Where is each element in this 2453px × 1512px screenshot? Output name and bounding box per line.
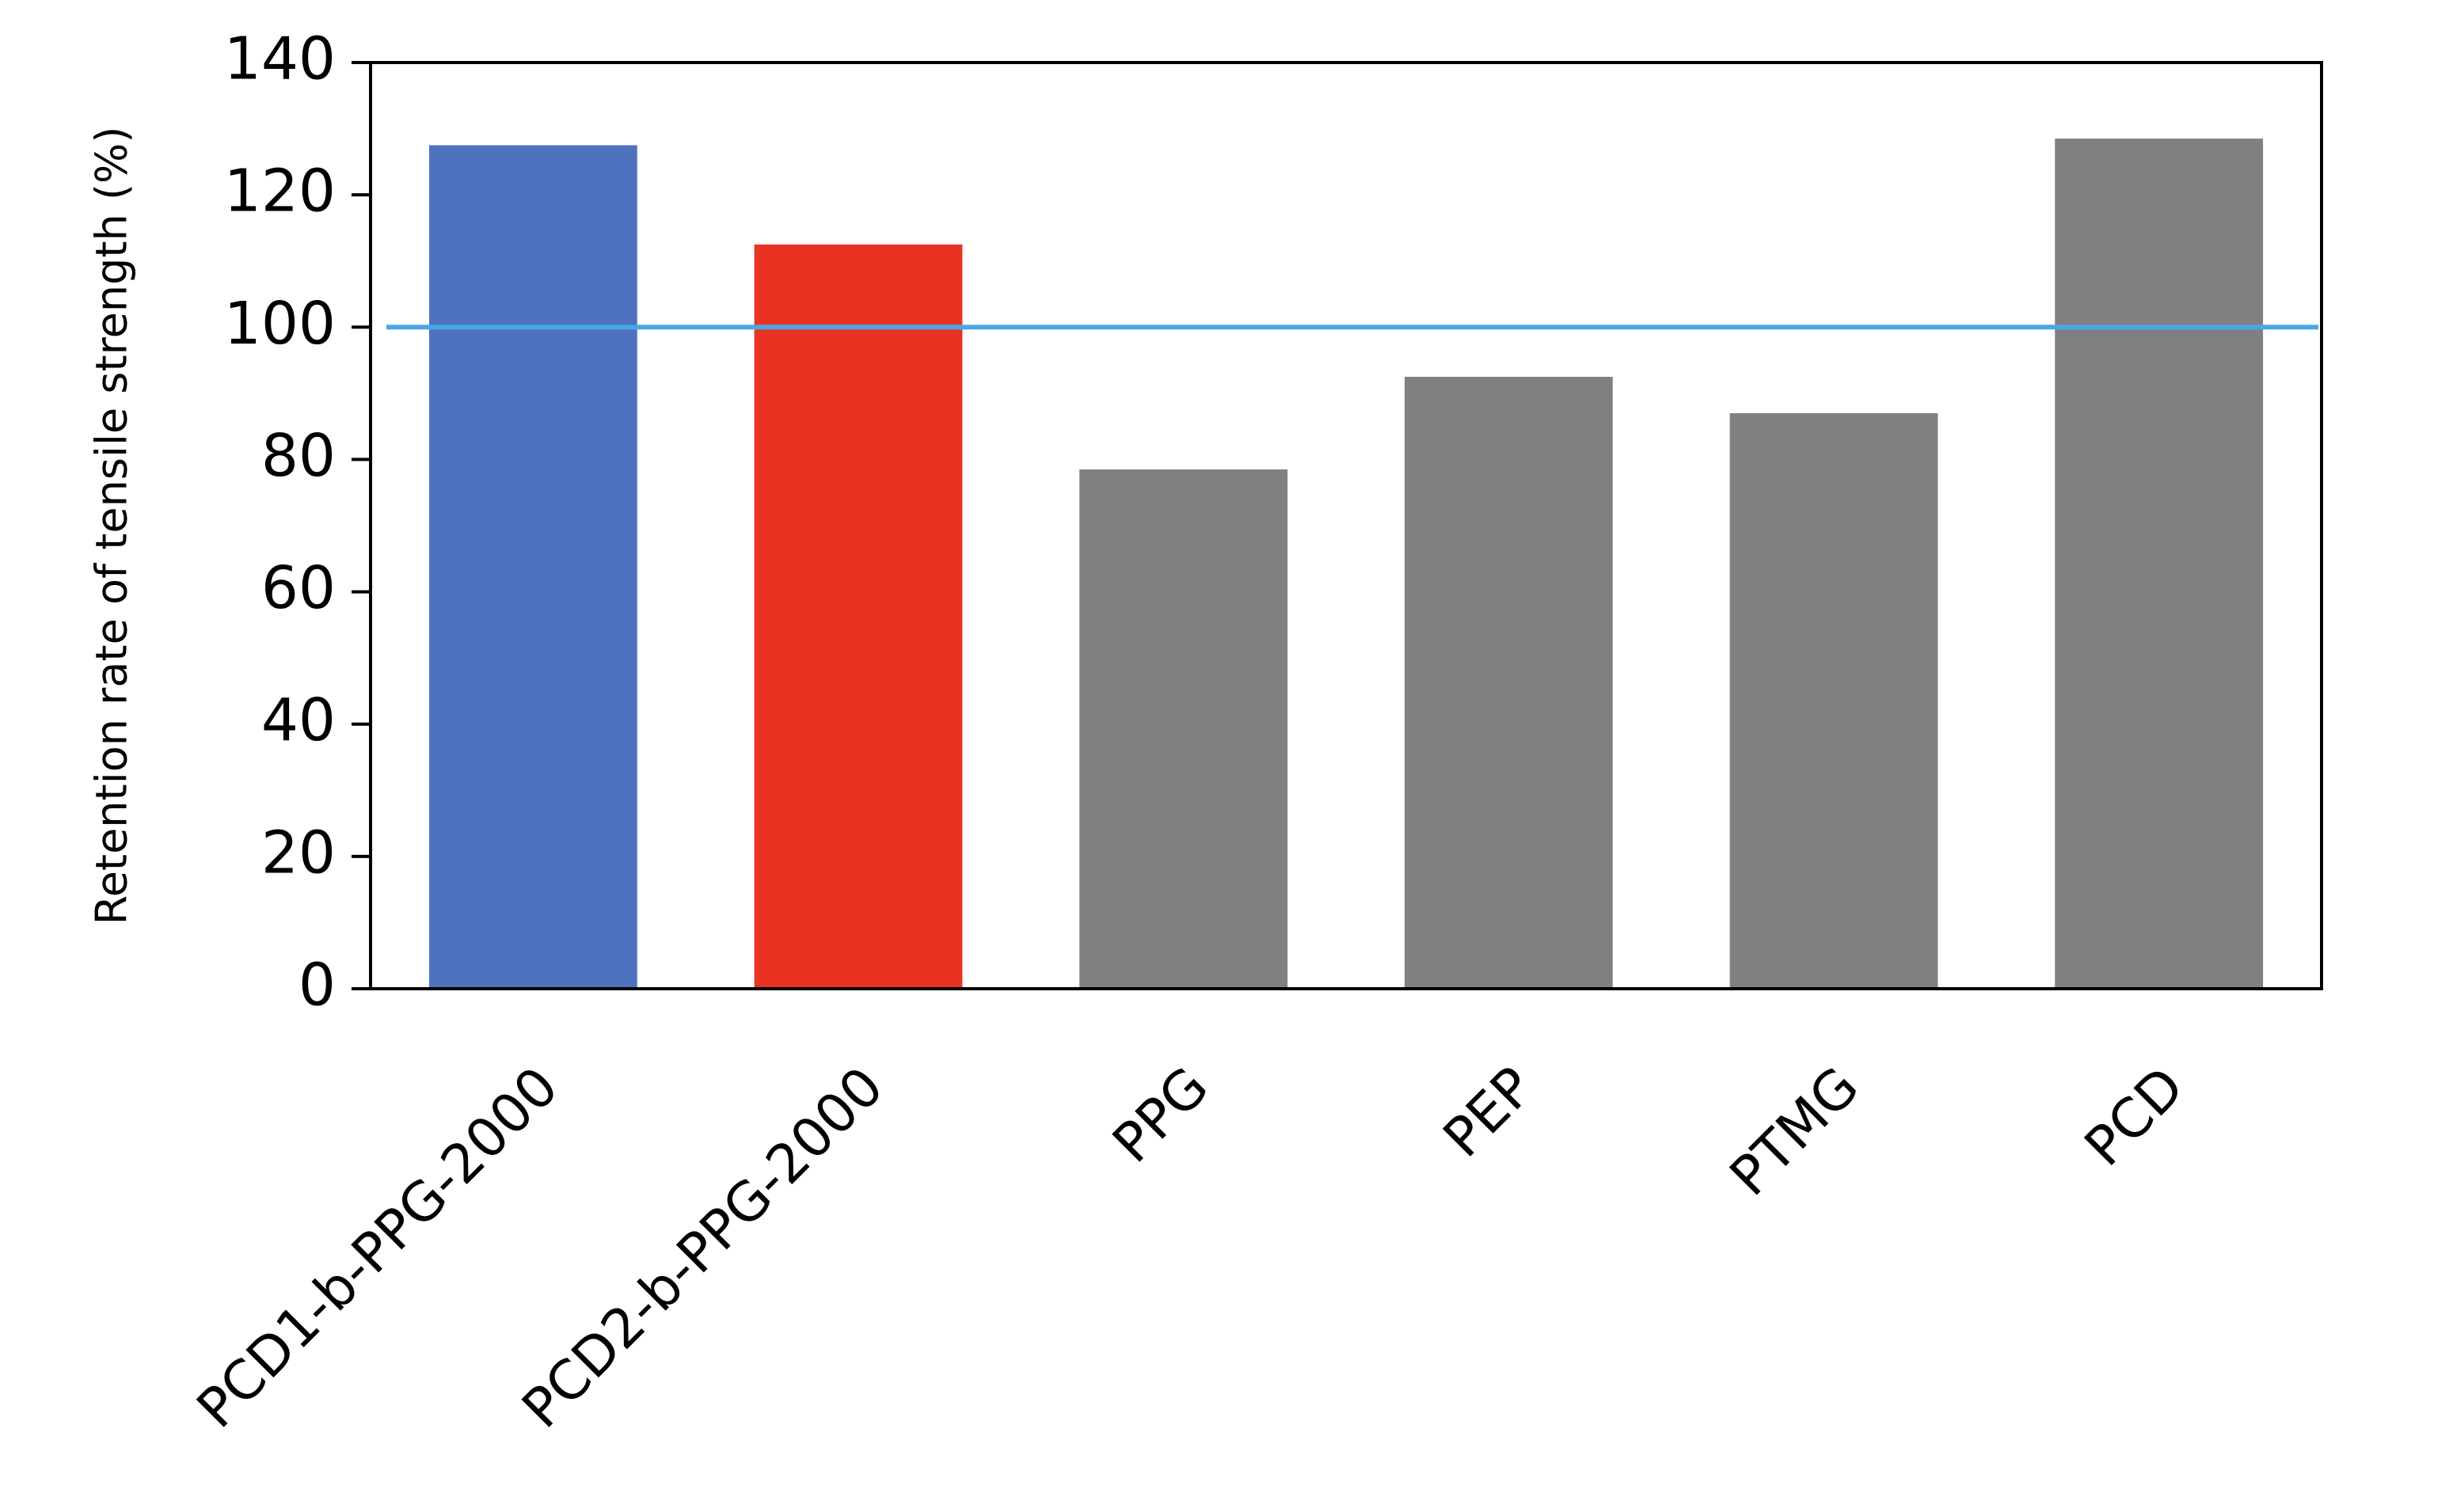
- y-tick-label: 40: [261, 686, 336, 754]
- x-tick-label: PEP: [1432, 1055, 1546, 1169]
- y-tick-label: 80: [261, 422, 336, 490]
- x-tick-label: PTMG: [1718, 1055, 1871, 1208]
- y-tick-label: 20: [261, 819, 336, 887]
- x-tick-label: PCD: [2073, 1055, 2196, 1178]
- bar: [1729, 412, 1938, 989]
- y-tick-label: 100: [224, 290, 336, 358]
- y-tick-label: 0: [299, 952, 336, 1020]
- plot-frame: [369, 61, 2323, 990]
- bar: [1079, 469, 1288, 989]
- x-tick-label: PCD2-b-PPG-2000: [511, 1055, 896, 1440]
- y-tick-label: 60: [261, 554, 336, 622]
- x-tick-label: PPG: [1101, 1055, 1221, 1175]
- bar: [754, 244, 963, 990]
- y-tick-label: 140: [224, 25, 336, 93]
- y-tick-label: 120: [224, 158, 336, 226]
- y-axis-label: Retention rate of tensile strength (%): [87, 127, 137, 925]
- x-tick-label: PCD1-b-PPG-2000: [185, 1055, 570, 1440]
- bar: [2055, 139, 2264, 989]
- bar: [428, 145, 637, 990]
- bar: [1404, 376, 1613, 989]
